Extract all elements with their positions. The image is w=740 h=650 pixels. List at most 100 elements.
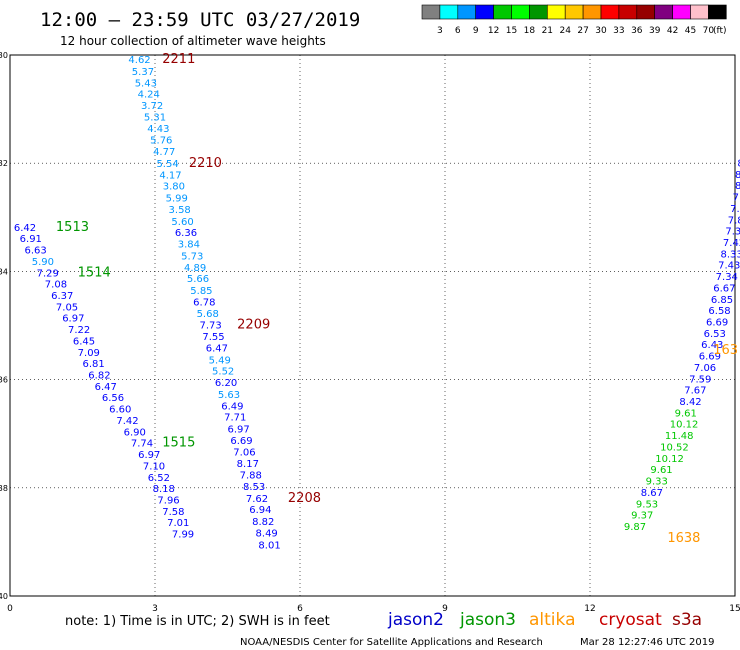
wave-height-point: 7.09 (78, 348, 100, 359)
wave-height-point: 6.37 (51, 291, 73, 302)
wave-height-point: 6.94 (249, 505, 271, 516)
colorbar-tick-label: 27 (577, 26, 588, 36)
wave-height-point: 7.08 (45, 280, 67, 291)
wave-height-point: 6.42 (14, 223, 36, 234)
wave-height-point: 7.88 (240, 471, 262, 482)
x-tick-label: 15 (729, 604, 740, 614)
wave-height-point: 6.53 (704, 329, 726, 340)
wave-height-point: 7.8 (730, 204, 740, 215)
wave-height-point: 7.74 (131, 439, 153, 450)
wave-height-point: 7.59 (689, 374, 711, 385)
colorbar-swatch (654, 4, 673, 20)
wave-height-point: 5.85 (190, 286, 212, 297)
colorbar-tick-label: 30 (595, 26, 607, 36)
wave-height-point: 6.47 (206, 343, 228, 354)
colorbar-swatch (582, 4, 602, 20)
pass-number-label: 1638 (667, 531, 700, 546)
wave-height-point: 8.82 (252, 517, 274, 528)
colorbar-swatch (457, 4, 476, 20)
wave-height-point: 7.10 (143, 461, 165, 472)
wave-height-point: 6.69 (699, 352, 721, 363)
colorbar-swatch (546, 4, 566, 20)
wave-height-point: 5.52 (212, 367, 234, 378)
wave-height-point: 8.01 (258, 540, 280, 551)
wave-height-point: 5.60 (171, 217, 193, 228)
wave-height-point: 6.49 (221, 401, 243, 412)
pass-number-label: 1513 (56, 220, 89, 235)
colorbar-tick-label: 15 (506, 26, 517, 36)
wave-height-point: 6.78 (193, 297, 215, 308)
legend-jason3: jason3 (459, 610, 516, 630)
wave-height-point: 7.96 (157, 495, 179, 506)
colorbar-swatch (618, 4, 638, 20)
x-tick-label: 9 (442, 604, 448, 614)
colorbar-tick-label: 9 (473, 26, 479, 36)
wave-height-point: 7.99 (172, 530, 194, 541)
wave-height-point: 5.37 (132, 67, 154, 78)
wave-height-point: 7.43 (718, 261, 740, 272)
pass-number-label: 2209 (237, 318, 270, 333)
wave-height-point: 7.71 (224, 413, 246, 424)
wave-height-point: 5.73 (181, 251, 203, 262)
wave-height-point: 4.89 (184, 263, 206, 274)
wave-height-point: 8.53 (243, 482, 265, 493)
y-tick-label: -34 (0, 267, 8, 276)
wave-height-point: 5.76 (150, 136, 172, 147)
wave-height-point: 9.33 (646, 477, 668, 488)
plot-frame (9, 54, 736, 597)
data-points: 4.625.375.434.243.725.314.435.764.775.54… (14, 55, 740, 551)
wave-height-point: 5.43 (135, 78, 157, 89)
y-tick-label: -32 (0, 159, 8, 168)
wave-height-point: 6.90 (124, 427, 146, 438)
wave-height-point: 8. (735, 170, 740, 181)
colorbar-swatch (636, 4, 655, 20)
wave-height-point: 4.24 (138, 90, 160, 101)
wave-height-point: 3.72 (141, 101, 163, 112)
wave-height-point: 6.63 (25, 246, 47, 257)
colorbar-tick-label: 3 (437, 26, 443, 36)
colorbar-tick-label: 39 (649, 26, 661, 36)
pass-number-label: 2210 (189, 156, 222, 171)
wave-height-point: 3.58 (169, 205, 191, 216)
wave-height-point: 7.8 (728, 215, 740, 226)
colorbar-swatch (421, 4, 441, 20)
wave-height-point: 7.58 (162, 507, 184, 518)
y-tick-label: -38 (0, 484, 8, 493)
wave-height-point: 7.34 (716, 272, 738, 283)
wave-height-point: 6.97 (228, 425, 250, 436)
pass-number-label: 163 (713, 343, 738, 358)
footnote: note: 1) Time is in UTC; 2) SWH is in fe… (65, 614, 330, 629)
wave-height-point: 6.56 (102, 393, 124, 404)
wave-height-point: 6.52 (148, 473, 170, 484)
timestamp-text: Mar 28 12:27:46 UTC 2019 (580, 637, 715, 648)
wave-height-point: 5.68 (197, 309, 219, 320)
x-tick-label: 6 (297, 604, 303, 614)
wave-height-point: 6.36 (175, 228, 197, 239)
wave-height-point: 9.87 (624, 522, 646, 533)
wave-height-point: 5.49 (209, 355, 231, 366)
wave-height-point: 6.43 (701, 340, 723, 351)
wave-height-point: 7.06 (694, 363, 716, 374)
wave-height-point: 5.31 (144, 112, 166, 123)
wave-height-point: 8.42 (679, 397, 701, 408)
chart-subtitle: 12 hour collection of altimeter wave hei… (60, 34, 326, 48)
wave-height-point: 6.60 (109, 405, 131, 416)
wave-height-point: 4.17 (159, 170, 181, 181)
colorbar-unit: (ft) (713, 26, 727, 36)
wave-height-point: 9.61 (650, 465, 672, 476)
colorbar-tick-label: 6 (455, 26, 461, 36)
wave-height-point: 9.61 (675, 408, 697, 419)
colorbar-swatch (439, 4, 459, 20)
wave-height-point: 6.69 (706, 318, 728, 329)
legend-jason2: jason2 (387, 610, 444, 630)
x-tick-label: 12 (584, 604, 595, 614)
pass-number-label: 2208 (288, 491, 321, 506)
colorbar-tick-label: 18 (524, 26, 536, 36)
wave-height-point: 4.43 (147, 124, 169, 135)
y-tick-label: -40 (0, 592, 8, 601)
wave-height-point: 6.20 (215, 378, 237, 389)
wave-height-point: 4.62 (128, 55, 150, 66)
colorbar-tick-label: 70 (703, 26, 715, 36)
wave-height-point: 5.63 (218, 390, 240, 401)
